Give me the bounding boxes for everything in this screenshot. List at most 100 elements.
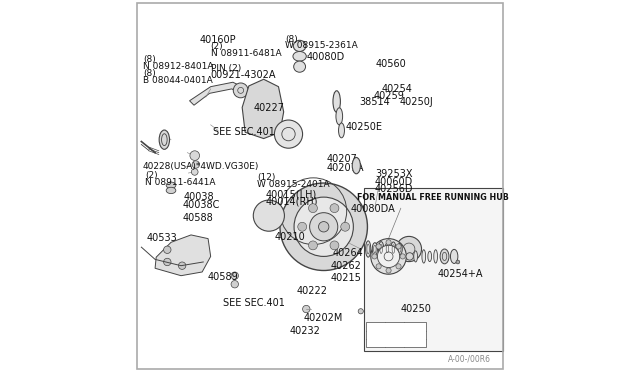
Text: 40080D: 40080D [307,52,345,62]
Circle shape [233,83,248,98]
Circle shape [386,268,391,273]
Text: 40207: 40207 [326,154,358,164]
Circle shape [400,254,405,259]
Circle shape [330,204,339,213]
Circle shape [396,244,401,249]
Ellipse shape [166,187,176,193]
Text: 40227: 40227 [253,103,284,113]
Circle shape [319,222,329,232]
Circle shape [294,197,353,256]
Text: N 08911-6441A: N 08911-6441A [145,178,216,187]
Circle shape [358,309,364,314]
Circle shape [386,240,391,245]
Text: 40080DA: 40080DA [350,204,395,214]
Circle shape [308,241,317,250]
Ellipse shape [336,108,342,125]
Polygon shape [155,235,211,276]
Text: 40038: 40038 [184,192,214,202]
Circle shape [372,254,377,259]
Circle shape [231,272,239,279]
Text: (2): (2) [145,171,157,180]
Text: 40259: 40259 [374,91,404,101]
Text: 40264: 40264 [333,248,364,259]
Circle shape [376,264,381,269]
Circle shape [308,204,317,213]
Ellipse shape [422,250,426,263]
Ellipse shape [339,123,344,138]
Text: 40254: 40254 [381,84,412,94]
Circle shape [190,151,200,160]
Text: N 08911-6481A: N 08911-6481A [211,49,282,58]
Ellipse shape [293,51,307,61]
Circle shape [310,213,338,241]
Text: 40210: 40210 [275,232,305,242]
Circle shape [179,262,186,269]
Text: 40015(LH): 40015(LH) [265,190,316,200]
Circle shape [280,183,367,270]
Circle shape [298,222,307,231]
Text: B 08044-0401A: B 08044-0401A [143,76,212,85]
Text: 40202M: 40202M [304,312,343,323]
Text: 40256D: 40256D [375,184,413,194]
Text: SEE SEC.401: SEE SEC.401 [223,298,285,308]
Text: FOR MANUAL FREE RUNNING HUB: FOR MANUAL FREE RUNNING HUB [357,193,509,202]
Text: 40560: 40560 [376,60,406,70]
Circle shape [275,120,303,148]
Ellipse shape [352,157,360,174]
Text: 40222: 40222 [297,286,328,295]
Ellipse shape [372,243,378,255]
Ellipse shape [378,241,384,256]
Circle shape [456,260,460,264]
Text: (2): (2) [211,42,223,51]
Text: 40038C: 40038C [182,200,220,210]
Text: (8): (8) [143,69,156,78]
Text: 40250J: 40250J [400,96,433,106]
Text: 38514: 38514 [359,96,390,106]
Circle shape [303,305,310,313]
Ellipse shape [333,91,340,112]
Circle shape [378,245,400,267]
Text: 40014(RH): 40014(RH) [265,196,317,206]
Text: 40207A: 40207A [326,163,364,173]
Ellipse shape [385,243,390,255]
Text: PIN (2): PIN (2) [211,64,241,73]
Text: 39253X: 39253X [375,169,412,179]
Circle shape [371,238,406,274]
Text: SEE SEC.401: SEE SEC.401 [212,127,275,137]
Ellipse shape [166,182,176,188]
Ellipse shape [391,242,396,256]
Circle shape [231,280,239,288]
Text: 40589: 40589 [207,272,238,282]
Ellipse shape [293,40,306,51]
Circle shape [396,236,422,262]
Circle shape [253,200,284,231]
Circle shape [330,241,339,250]
Ellipse shape [414,251,417,262]
Circle shape [164,246,171,253]
Text: 40232: 40232 [290,326,321,336]
Circle shape [192,161,200,168]
Text: 40215: 40215 [330,273,361,283]
Polygon shape [189,82,252,105]
Text: 40588: 40588 [183,212,214,222]
Ellipse shape [428,251,431,262]
Circle shape [164,258,171,266]
Text: 00921-4302A: 00921-4302A [211,70,276,80]
Text: A-00-/00R6: A-00-/00R6 [447,354,490,363]
Ellipse shape [440,249,449,264]
Circle shape [376,244,381,249]
Bar [364,188,502,351]
Text: (8): (8) [285,35,298,44]
Text: N 08912-8401A: N 08912-8401A [143,62,213,71]
Text: W 08915-2401A: W 08915-2401A [257,180,330,189]
Text: (12): (12) [257,173,275,182]
Ellipse shape [294,61,305,72]
Circle shape [340,222,349,231]
Ellipse shape [159,130,170,149]
Circle shape [396,264,401,269]
Text: 40254+A: 40254+A [438,269,483,279]
Circle shape [191,169,198,175]
Ellipse shape [365,241,371,257]
Circle shape [406,253,413,260]
Text: 40250: 40250 [401,304,431,314]
